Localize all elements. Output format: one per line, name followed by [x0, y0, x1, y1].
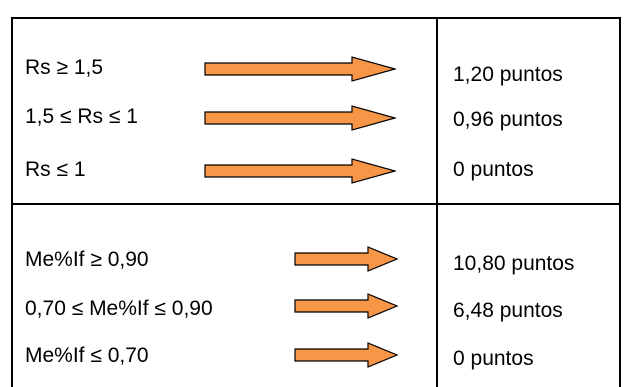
right-arrow-icon — [294, 246, 398, 272]
points-value: 0 puntos — [453, 158, 534, 181]
right-arrow-icon — [204, 158, 396, 184]
points-value: 0 puntos — [453, 347, 534, 370]
points-value: 6,48 puntos — [453, 299, 563, 322]
table-border-top — [11, 17, 621, 19]
condition-label: 1,5 ≤ Rs ≤ 1 — [25, 105, 138, 128]
table-border-left — [11, 17, 13, 387]
condition-label: 0,70 ≤ Me%If ≤ 0,90 — [25, 297, 213, 320]
scoring-table: Rs ≥ 1,5 1,5 ≤ Rs ≤ 1 Rs ≤ 1 1,20 puntos… — [11, 17, 621, 387]
section-divider — [11, 203, 621, 205]
points-value: 0,96 puntos — [453, 108, 563, 131]
right-arrow-icon — [294, 293, 398, 319]
points-value: 1,20 puntos — [453, 63, 563, 86]
condition-label: Rs ≤ 1 — [25, 158, 86, 181]
condition-label: Me%If ≥ 0,90 — [25, 248, 149, 271]
column-divider — [436, 17, 438, 387]
condition-label: Rs ≥ 1,5 — [25, 56, 104, 79]
right-arrow-icon — [294, 342, 398, 368]
right-arrow-icon — [204, 56, 396, 82]
points-value: 10,80 puntos — [453, 252, 575, 275]
table-border-right — [619, 17, 621, 387]
condition-label: Me%If ≤ 0,70 — [25, 344, 149, 367]
right-arrow-icon — [204, 105, 396, 131]
